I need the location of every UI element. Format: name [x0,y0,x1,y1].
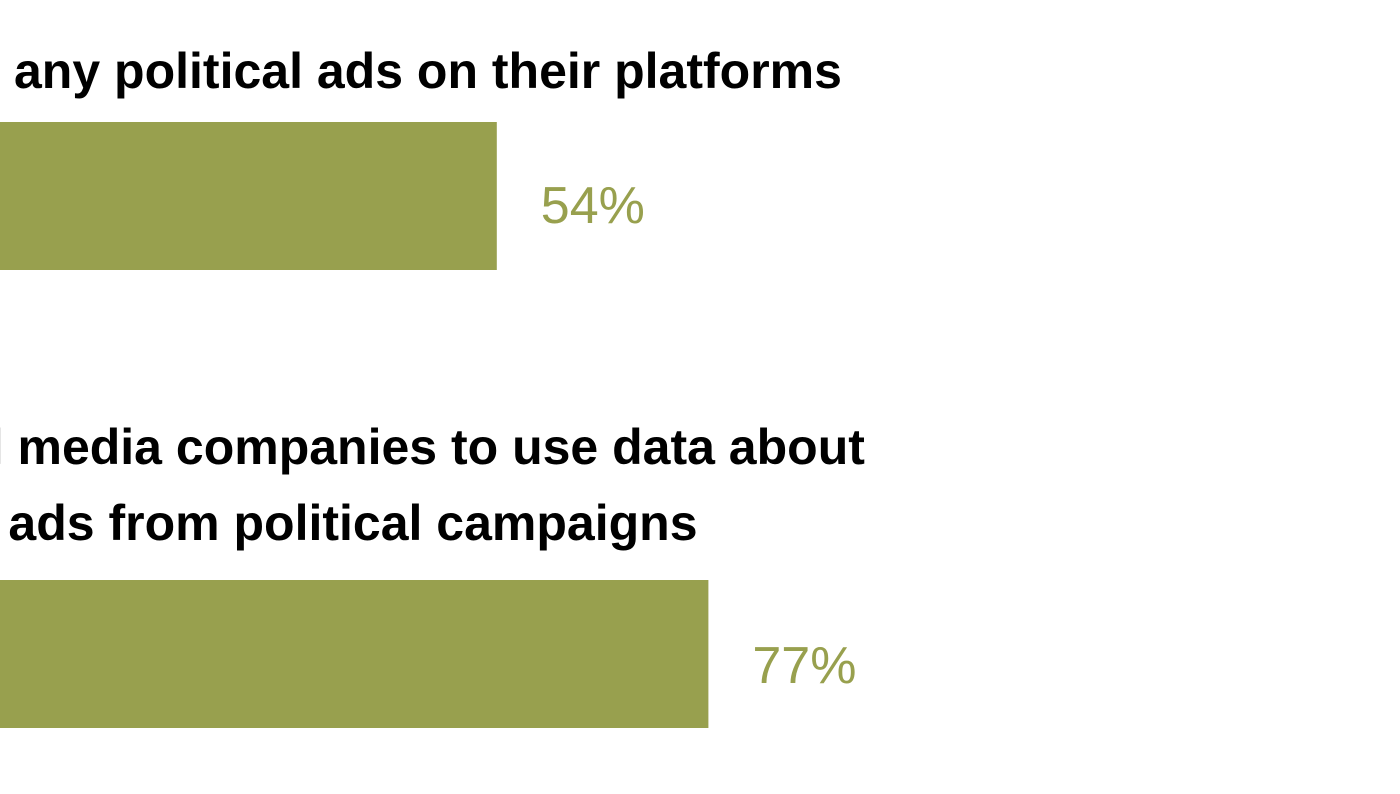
chart-item-1: any political ads on their platforms 54% [0,43,842,270]
item-2-label-line-1: ial media companies to use data about [0,419,865,475]
chart-item-2: ial media companies to use data about n … [0,419,865,728]
item-2-label-line-2: n ads from political campaigns [0,495,698,551]
item-1-label-line-1: any political ads on their platforms [14,43,842,99]
value-label-item-2: 77% [752,637,856,695]
bar-item-1 [0,122,497,270]
bar-item-2 [0,580,709,728]
value-label-item-1: 54% [541,177,645,235]
